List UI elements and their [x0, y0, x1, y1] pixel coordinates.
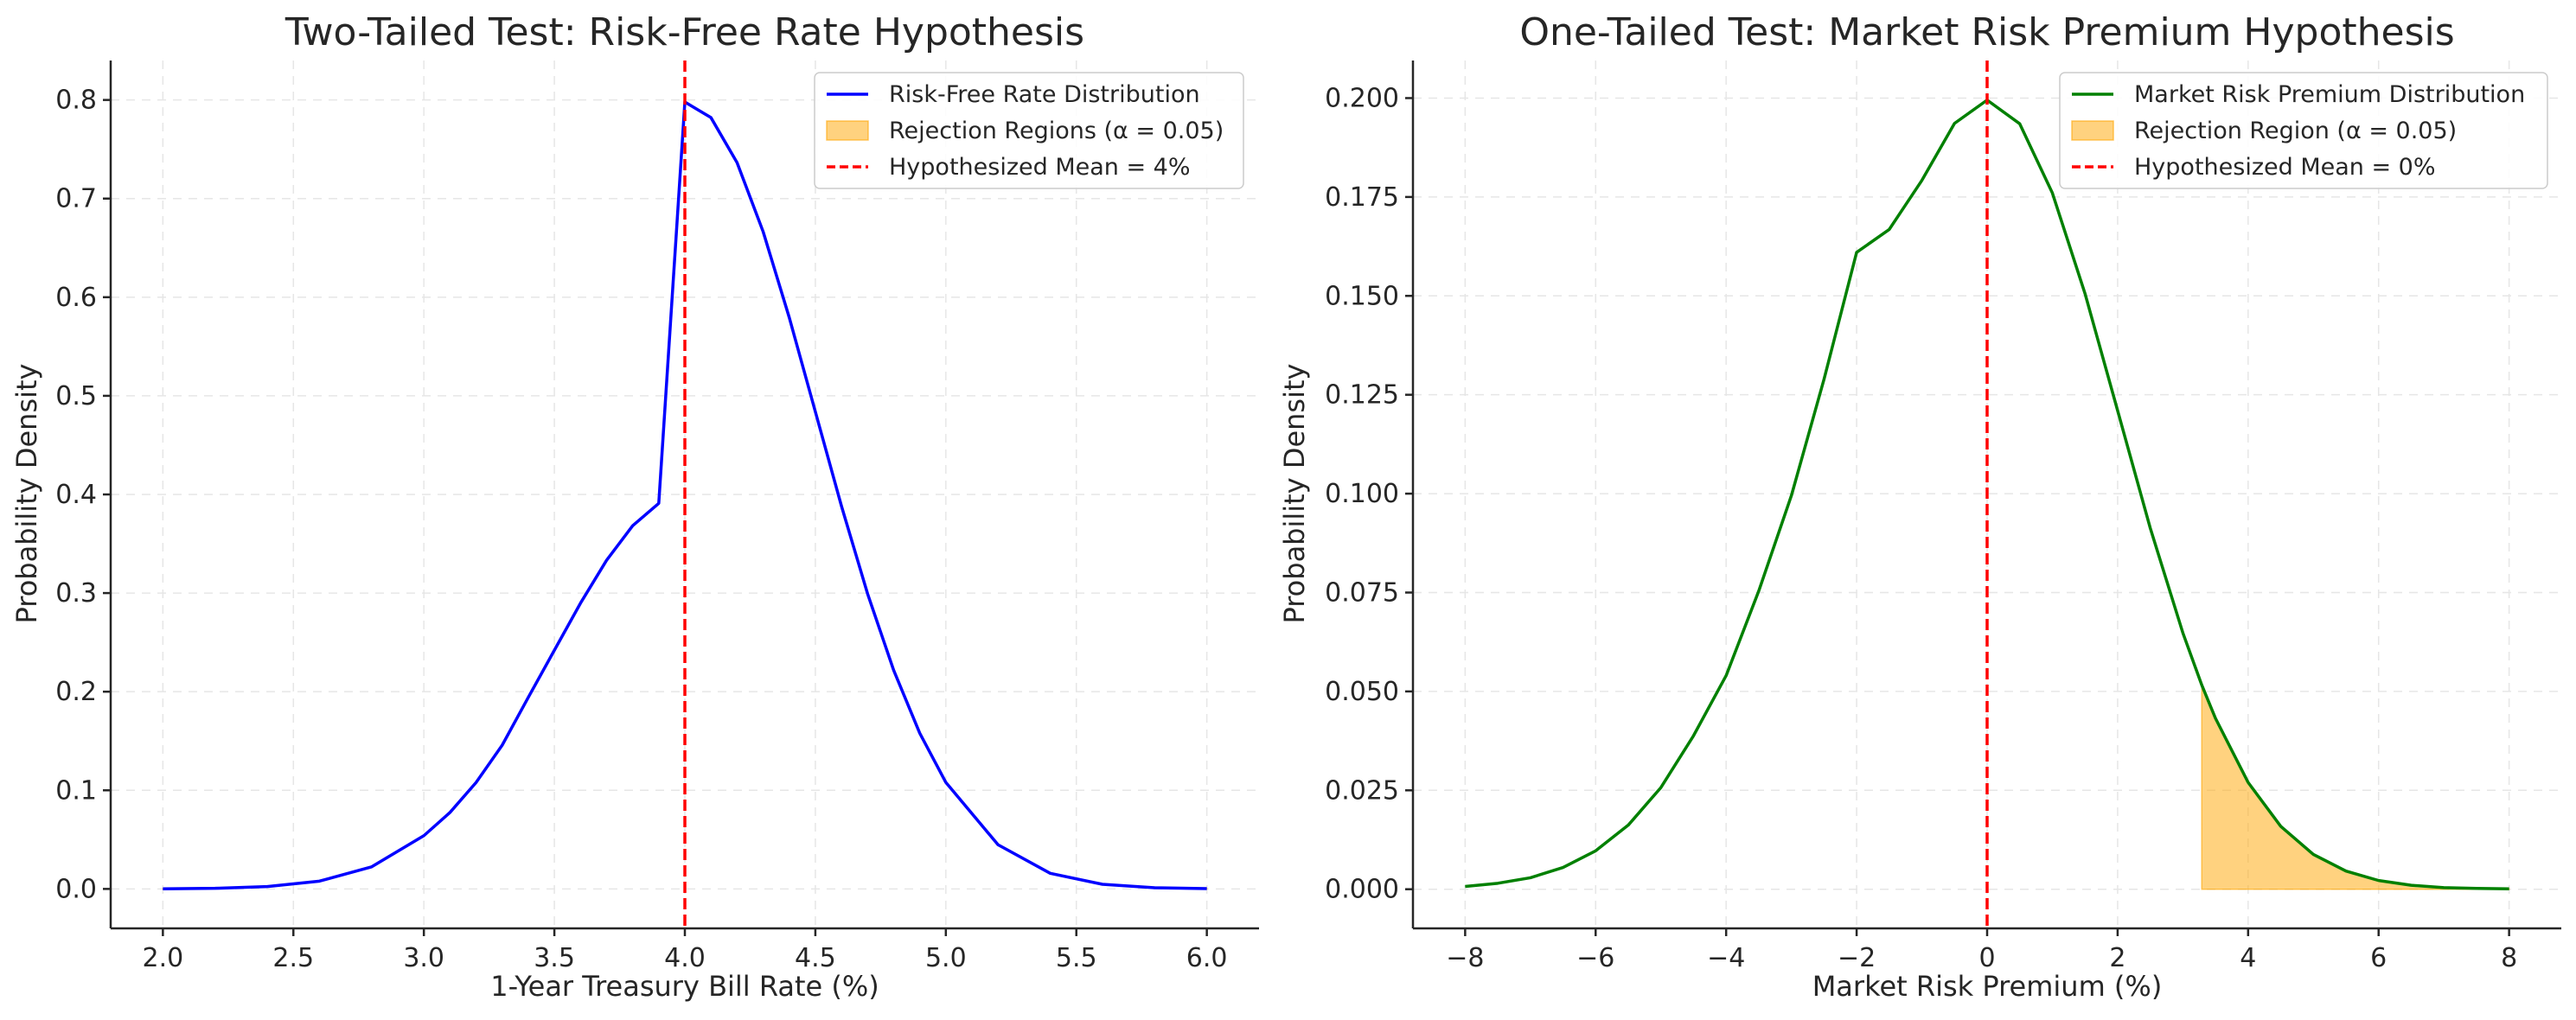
y-tick-label: 0.000 [1325, 875, 1399, 905]
y-tick-label: 0.4 [55, 480, 97, 510]
x-tick-label: 3.5 [534, 943, 575, 973]
y-tick-label: 0.3 [55, 578, 97, 609]
x-tick-label: 2.5 [272, 943, 314, 973]
y-axis-label: Probability Density [10, 364, 43, 624]
x-axis-label: Market Risk Premium (%) [1812, 970, 2163, 1003]
y-tick-label: 0.050 [1325, 677, 1399, 707]
y-tick-label: 0.6 [55, 283, 97, 313]
legend-label: Market Risk Premium Distribution [2134, 81, 2525, 108]
y-ticks: 0.000 0.025 0.050 0.075 0.100 0.125 0.150 0.175… [1325, 83, 1413, 905]
y-ticks: 0.0 0.1 0.2 0.3 0.4 0.5 0.6 0.7 0.8 [55, 86, 111, 904]
legend: Market Risk Premium Distribution Rejectio… [2059, 72, 2548, 189]
legend: Risk-Free Rate Distribution Rejection Reg… [814, 72, 1244, 189]
x-tick-label: 4.0 [664, 943, 706, 973]
y-axis-label: Probability Density [1278, 364, 1311, 624]
legend-patch-swatch [826, 120, 869, 141]
y-tick-label: 0.150 [1325, 281, 1399, 311]
y-tick-label: 0.1 [55, 775, 97, 806]
chart-one-tailed: One-Tailed Test: Market Risk Premium Hyp… [1278, 10, 2561, 1003]
y-tick-label: 0.175 [1325, 182, 1399, 213]
x-tick-label: 3.0 [403, 943, 444, 973]
x-tick-label: 4.5 [795, 943, 836, 973]
legend-label: Risk-Free Rate Distribution [889, 81, 1200, 108]
x-ticks: 2.0 2.5 3.0 3.5 4.0 4.5 5.0 5.5 6.0 [143, 928, 1228, 973]
y-tick-label: 0.5 [55, 381, 97, 411]
x-tick-label: 5.5 [1056, 943, 1097, 973]
x-tick-label: −2 [1838, 943, 1876, 973]
legend-label: Rejection Region (α = 0.05) [2134, 118, 2457, 144]
grid [1413, 61, 2561, 928]
chart-two-tailed: Two-Tailed Test: Risk-Free Rate Hypothes… [10, 10, 1259, 1003]
legend-label: Rejection Regions (α = 0.05) [889, 118, 1224, 144]
x-tick-label: 4 [2240, 943, 2256, 973]
chart-title: Two-Tailed Test: Risk-Free Rate Hypothes… [284, 10, 1084, 54]
x-axis-label: 1-Year Treasury Bill Rate (%) [490, 970, 879, 1003]
distribution-curve [1465, 99, 2509, 890]
x-tick-label: 0 [1978, 943, 1995, 973]
y-tick-label: 0.025 [1325, 775, 1399, 806]
x-ticks: −8 −6 −4 −2 0 2 4 6 8 [1446, 928, 2517, 973]
y-tick-label: 0.2 [55, 677, 97, 707]
y-tick-label: 0.200 [1325, 83, 1399, 113]
x-tick-label: 2 [2109, 943, 2125, 973]
legend-label: Hypothesized Mean = 4% [889, 154, 1191, 181]
x-tick-label: 8 [2501, 943, 2517, 973]
legend-box [2059, 72, 2548, 189]
y-tick-label: 0.075 [1325, 577, 1399, 608]
x-tick-label: 6 [2370, 943, 2387, 973]
legend-label: Hypothesized Mean = 0% [2134, 154, 2436, 181]
y-tick-label: 0.8 [55, 86, 97, 116]
chart-title: One-Tailed Test: Market Risk Premium Hyp… [1519, 10, 2454, 54]
x-tick-label: 6.0 [1186, 943, 1228, 973]
series [1465, 99, 2509, 890]
x-tick-label: −6 [1576, 943, 1614, 973]
x-tick-label: −8 [1446, 943, 1484, 973]
y-tick-label: 0.0 [55, 874, 97, 904]
x-tick-label: −4 [1707, 943, 1745, 973]
legend-patch-swatch [2071, 120, 2114, 141]
y-tick-label: 0.7 [55, 184, 97, 214]
y-tick-label: 0.100 [1325, 479, 1399, 509]
legend-box [814, 72, 1244, 189]
x-tick-label: 5.0 [925, 943, 967, 973]
x-tick-label: 2.0 [143, 943, 184, 973]
y-tick-label: 0.125 [1325, 380, 1399, 411]
